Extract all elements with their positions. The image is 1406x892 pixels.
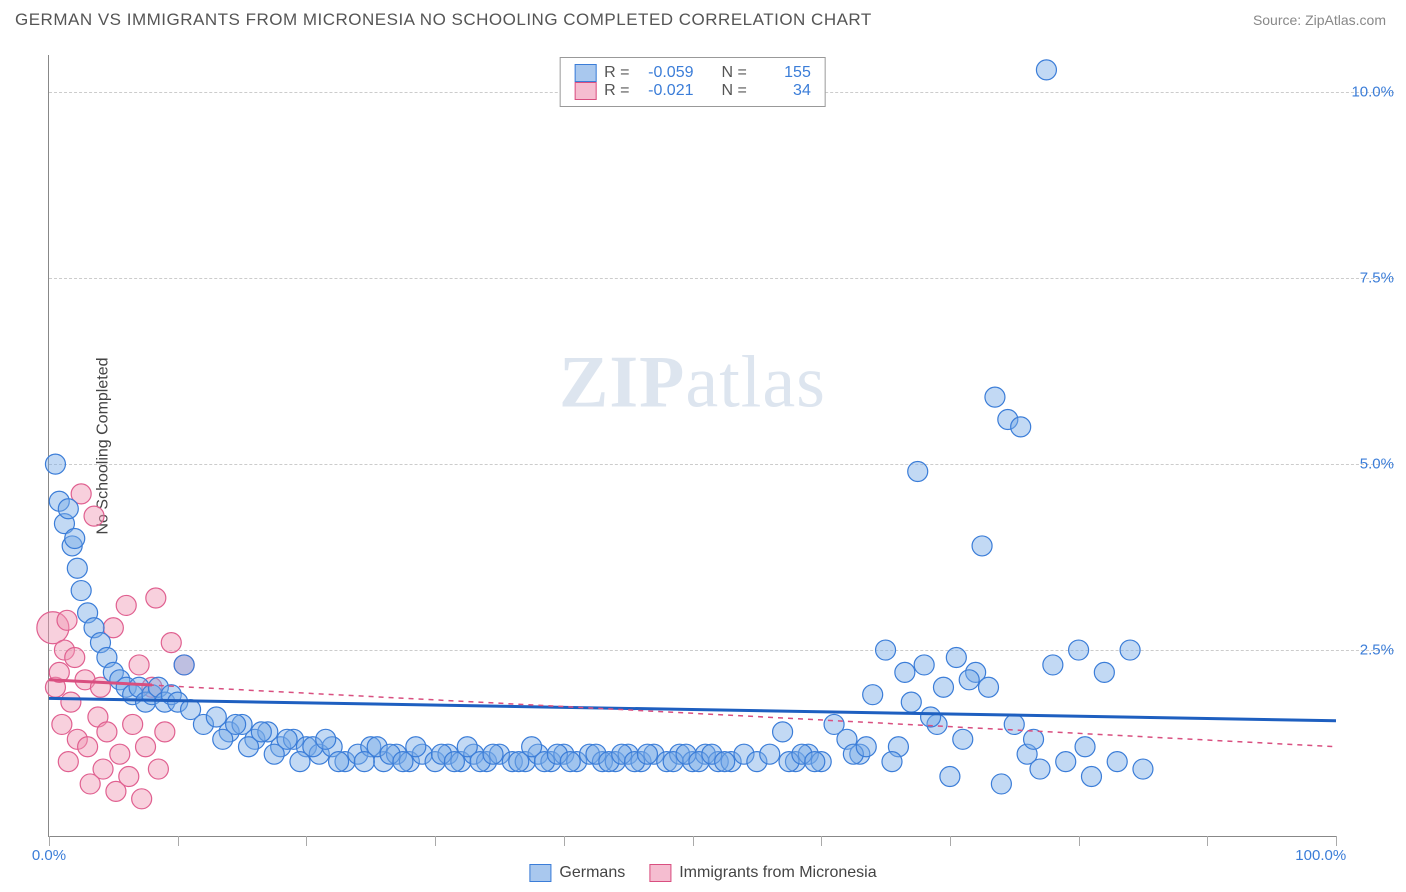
swatch-icon <box>574 64 596 82</box>
n-label: N = <box>722 82 747 100</box>
y-tick-label: 7.5% <box>1342 270 1394 287</box>
chart-area: ZIPatlas R = -0.059 N = 155 R = -0.021 N… <box>48 55 1336 837</box>
legend-label: Germans <box>559 864 625 882</box>
stat-row: R = -0.059 N = 155 <box>574 64 811 82</box>
swatch-icon <box>529 864 551 882</box>
r-value: -0.059 <box>638 64 694 82</box>
y-tick-label: 2.5% <box>1342 642 1394 659</box>
y-tick-label: 5.0% <box>1342 456 1394 473</box>
swatch-icon <box>649 864 671 882</box>
chart-title: GERMAN VS IMMIGRANTS FROM MICRONESIA NO … <box>15 10 872 30</box>
x-tick-label: 0.0% <box>32 847 66 864</box>
n-label: N = <box>722 64 747 82</box>
r-label: R = <box>604 82 629 100</box>
bottom-legend: Germans Immigrants from Micronesia <box>529 864 876 882</box>
n-value: 155 <box>755 64 811 82</box>
y-tick-label: 10.0% <box>1342 84 1394 101</box>
x-tick-label: 100.0% <box>1295 847 1346 864</box>
legend-item: Germans <box>529 864 625 882</box>
stat-row: R = -0.021 N = 34 <box>574 82 811 100</box>
r-label: R = <box>604 64 629 82</box>
swatch-icon <box>574 82 596 100</box>
legend-label: Immigrants from Micronesia <box>679 864 876 882</box>
legend-item: Immigrants from Micronesia <box>649 864 876 882</box>
source-text: Source: ZipAtlas.com <box>1253 12 1386 28</box>
scatter-plot-svg <box>49 55 1336 836</box>
stat-legend-box: R = -0.059 N = 155 R = -0.021 N = 34 <box>559 57 826 107</box>
n-value: 34 <box>755 82 811 100</box>
r-value: -0.021 <box>638 82 694 100</box>
